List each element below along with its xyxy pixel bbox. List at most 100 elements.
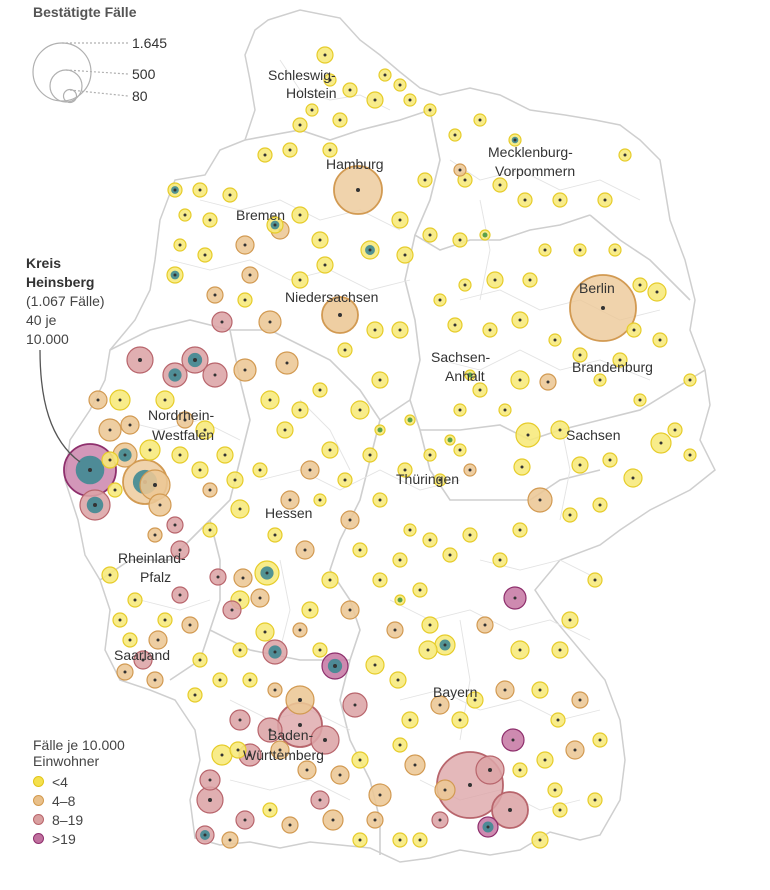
bubble-center-dot xyxy=(318,498,322,502)
bubble-center-dot xyxy=(358,408,362,412)
bubble-center-dot xyxy=(373,663,377,667)
label-berlin: Berlin xyxy=(579,280,615,296)
bubble-center-dot xyxy=(118,618,122,622)
bubble-center-dot xyxy=(538,688,542,692)
bubble-center-dot xyxy=(308,468,312,472)
bubble-center-dot xyxy=(518,528,522,532)
bubble-center-dot xyxy=(173,273,177,277)
label-hamburg: Hamburg xyxy=(326,156,384,172)
bubble-center-dot xyxy=(141,658,145,662)
bubble-center-dot xyxy=(426,648,430,652)
bubble-center-dot xyxy=(163,618,167,622)
bubble-center-dot xyxy=(473,698,477,702)
color-legend: Fälle je 10.000 Einwohner <4 4–8 8–19 >1… xyxy=(33,737,125,848)
bubble-center-dot xyxy=(398,838,402,842)
label-sachsen: Sachsen xyxy=(566,427,620,443)
bubble-center-dot xyxy=(428,623,432,627)
bubble-center-dot xyxy=(93,503,97,507)
bubble-center-dot xyxy=(328,448,332,452)
bubble-center-dot xyxy=(493,278,497,282)
bubble-center-dot xyxy=(631,476,635,480)
bubble-center-dot xyxy=(511,738,515,742)
bubble-center-dot xyxy=(158,503,162,507)
bubble-center-dot xyxy=(428,108,432,112)
bubble-center-dot xyxy=(458,448,462,452)
bubble-center-dot xyxy=(468,468,472,472)
bubble-center-dot xyxy=(213,373,217,377)
bubble-center-dot xyxy=(273,650,277,654)
bubble-center-dot xyxy=(398,743,402,747)
bubble-center-dot xyxy=(358,838,362,842)
bubble-center-dot xyxy=(573,748,577,752)
bubble-center-dot xyxy=(203,833,207,837)
bubble-center-dot xyxy=(601,306,605,310)
bubble-center-dot xyxy=(398,218,402,222)
bubble-center-dot xyxy=(598,738,602,742)
bubble-center-dot xyxy=(298,213,302,217)
bubble-center-dot xyxy=(156,638,160,642)
bubble-center-dot xyxy=(688,453,692,457)
bubble-center-dot xyxy=(428,538,432,542)
bubble-center-dot xyxy=(348,518,352,522)
bubble-center-dot xyxy=(298,723,302,727)
annotation-line-5: 10.000 xyxy=(26,331,69,347)
bubble-center-dot xyxy=(598,503,602,507)
bubble-center-dot xyxy=(273,223,277,227)
label-rheinland: Rheinland- xyxy=(118,550,186,566)
bubble-center-dot xyxy=(308,608,312,612)
bubble-center-dot xyxy=(553,788,557,792)
bubble-center-dot xyxy=(133,598,137,602)
bubble-center-dot xyxy=(233,478,237,482)
bubble-center-dot xyxy=(608,458,612,462)
bubble-center-dot xyxy=(318,648,322,652)
bubble-center-dot xyxy=(285,361,289,365)
bubble-center-dot xyxy=(688,378,692,382)
bubble-center-dot xyxy=(658,338,662,342)
bubble-center-dot xyxy=(243,818,247,822)
bubble-center-dot xyxy=(148,448,152,452)
bubble-center-dot xyxy=(203,428,207,432)
bubble-center-dot xyxy=(268,808,272,812)
bubble-center-dot xyxy=(593,578,597,582)
bubble-center-dot xyxy=(558,808,562,812)
bubble-center-dot xyxy=(288,148,292,152)
label-wuerttemberg: Württemberg xyxy=(243,747,324,763)
bubble-center-dot xyxy=(283,428,287,432)
color-legend-title-1: Fälle je 10.000 xyxy=(33,737,125,753)
bubble-center-dot xyxy=(623,153,627,157)
bubble-center-dot xyxy=(128,638,132,642)
bubble-center-dot xyxy=(578,463,582,467)
color-legend-label: <4 xyxy=(52,773,68,790)
bubble-center-dot xyxy=(268,398,272,402)
bubble-center-dot xyxy=(428,453,432,457)
bubble-center-dot xyxy=(288,498,292,502)
bubble-center-dot xyxy=(258,596,262,600)
bubble-center-dot xyxy=(258,468,262,472)
bubble-center-dot xyxy=(463,283,467,287)
color-legend-row: 4–8 xyxy=(33,791,125,810)
bubble-center-dot xyxy=(458,168,462,172)
bubble-center-dot xyxy=(568,618,572,622)
bubble-center-dot xyxy=(443,643,447,647)
bubble-center-dot xyxy=(265,571,269,575)
bubble-center-dot xyxy=(513,138,517,142)
bubble-center-dot xyxy=(398,328,402,332)
bubble-center-dot xyxy=(593,798,597,802)
bubble-center-dot xyxy=(373,328,377,332)
bubble-center-dot xyxy=(368,248,372,252)
bubble-center-dot xyxy=(558,428,562,432)
bubble-center-dot xyxy=(468,533,472,537)
bubble-center-green xyxy=(467,372,473,378)
bubble-center-dot xyxy=(108,428,112,432)
bubble-center-dot xyxy=(243,298,247,302)
color-legend-title-2: Einwohner xyxy=(33,753,100,769)
bubble-center-dot xyxy=(556,718,560,722)
bubble-center-dot xyxy=(543,248,547,252)
annotation-line-2: Heinsberg xyxy=(26,274,95,290)
bubble-center-dot xyxy=(328,148,332,152)
bubble-center-dot xyxy=(193,693,197,697)
label-pfalz: Pfalz xyxy=(140,569,171,585)
bubble-center-dot xyxy=(338,118,342,122)
bubble-center-dot xyxy=(333,664,337,668)
label-baden: Baden- xyxy=(268,727,313,743)
